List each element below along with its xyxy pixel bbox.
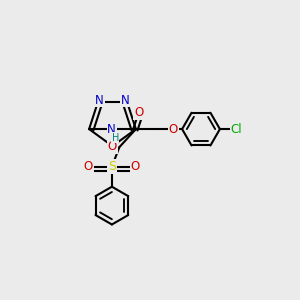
Text: Cl: Cl	[231, 123, 242, 136]
Text: N: N	[107, 123, 116, 136]
Text: O: O	[108, 140, 117, 153]
Text: O: O	[169, 123, 178, 136]
Text: N: N	[121, 94, 130, 106]
Text: O: O	[134, 106, 143, 119]
Text: N: N	[95, 94, 104, 106]
Text: O: O	[84, 160, 93, 173]
Text: O: O	[131, 160, 140, 173]
Text: H: H	[112, 133, 119, 142]
Text: S: S	[108, 160, 116, 173]
